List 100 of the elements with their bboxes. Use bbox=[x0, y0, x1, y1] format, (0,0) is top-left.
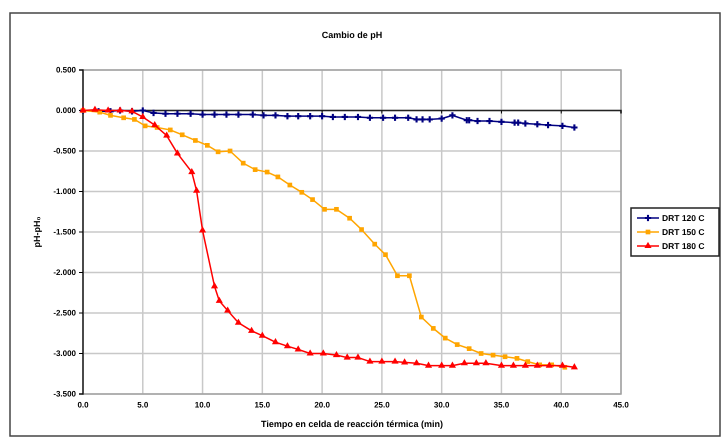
point bbox=[558, 362, 566, 368]
point bbox=[391, 357, 399, 364]
point bbox=[466, 346, 472, 351]
point bbox=[438, 362, 446, 368]
point bbox=[424, 362, 432, 368]
x-tick-label: 10.0 bbox=[194, 400, 211, 410]
point bbox=[306, 349, 314, 356]
point bbox=[372, 242, 378, 246]
point bbox=[104, 106, 112, 113]
point bbox=[235, 111, 242, 118]
point bbox=[163, 131, 170, 138]
point bbox=[366, 114, 374, 121]
point bbox=[344, 353, 351, 360]
x-tick-label: 20.0 bbox=[314, 400, 330, 410]
point bbox=[514, 356, 520, 361]
point bbox=[334, 206, 339, 212]
legend-label: DRT 150 C bbox=[662, 227, 705, 237]
point bbox=[430, 326, 436, 331]
point bbox=[310, 197, 315, 202]
point bbox=[108, 113, 113, 118]
point bbox=[570, 363, 578, 370]
x-tick-label: 30.0 bbox=[434, 400, 450, 410]
point bbox=[287, 182, 292, 188]
x-tick-label: 35.0 bbox=[494, 400, 510, 410]
point bbox=[438, 115, 445, 122]
point bbox=[188, 168, 196, 174]
y-tick-label: -1.000 bbox=[53, 187, 77, 196]
point bbox=[419, 116, 426, 123]
point bbox=[502, 354, 508, 360]
x-tick-label: 0.0 bbox=[77, 400, 90, 410]
point bbox=[187, 110, 194, 117]
point bbox=[347, 216, 352, 221]
point bbox=[559, 122, 566, 130]
point bbox=[359, 227, 364, 232]
point bbox=[515, 120, 522, 126]
point bbox=[91, 106, 99, 112]
point bbox=[448, 362, 456, 368]
point bbox=[413, 116, 420, 123]
y-tick-label: -0.500 bbox=[53, 146, 77, 156]
point bbox=[405, 114, 412, 121]
y-tick-label: 0.000 bbox=[56, 106, 77, 116]
point bbox=[248, 326, 256, 333]
point bbox=[142, 124, 148, 128]
point bbox=[272, 338, 280, 344]
point bbox=[378, 357, 386, 364]
y-axis-title: pH-pH₀ bbox=[32, 216, 42, 248]
point bbox=[366, 357, 374, 364]
point bbox=[332, 351, 340, 358]
point bbox=[383, 252, 388, 258]
x-tick-label: 40.0 bbox=[553, 400, 570, 410]
point bbox=[199, 111, 206, 118]
y-tick-label: -2.500 bbox=[53, 308, 77, 318]
point bbox=[330, 114, 336, 120]
point bbox=[342, 114, 348, 120]
point bbox=[412, 359, 420, 366]
point bbox=[272, 112, 279, 119]
point bbox=[252, 167, 258, 172]
point bbox=[260, 112, 267, 119]
point bbox=[482, 359, 490, 366]
point bbox=[534, 121, 540, 128]
point bbox=[380, 114, 386, 121]
point bbox=[193, 186, 200, 193]
point bbox=[211, 111, 218, 118]
point bbox=[224, 306, 232, 313]
y-tick-label: 0.500 bbox=[56, 66, 77, 75]
point bbox=[284, 342, 292, 348]
point bbox=[472, 359, 480, 366]
point bbox=[276, 174, 280, 180]
point bbox=[318, 113, 326, 120]
y-tick-label: -3.000 bbox=[53, 349, 77, 358]
point bbox=[295, 113, 302, 120]
point bbox=[198, 226, 206, 232]
point bbox=[121, 115, 126, 120]
point bbox=[307, 113, 314, 120]
point bbox=[522, 120, 528, 127]
y-tick-label: -1.500 bbox=[53, 228, 77, 237]
chart-title: Cambio de pH bbox=[322, 30, 382, 40]
point bbox=[418, 314, 424, 320]
point bbox=[460, 359, 468, 366]
point bbox=[210, 282, 218, 288]
y-tick-label: -2.000 bbox=[53, 268, 77, 278]
point bbox=[354, 114, 362, 120]
x-tick-label: 25.0 bbox=[374, 400, 390, 410]
point bbox=[426, 116, 433, 123]
point bbox=[449, 112, 456, 119]
point bbox=[322, 206, 327, 212]
point bbox=[478, 351, 484, 356]
point bbox=[204, 142, 210, 148]
point bbox=[442, 336, 448, 340]
point bbox=[139, 112, 146, 120]
point bbox=[354, 353, 362, 360]
point bbox=[264, 170, 270, 174]
point bbox=[395, 273, 400, 278]
x-tick-label: 5.0 bbox=[137, 400, 149, 410]
point bbox=[174, 110, 181, 117]
point bbox=[140, 107, 146, 114]
point bbox=[522, 362, 529, 368]
point bbox=[234, 318, 242, 325]
point bbox=[284, 113, 291, 120]
point bbox=[474, 118, 481, 124]
